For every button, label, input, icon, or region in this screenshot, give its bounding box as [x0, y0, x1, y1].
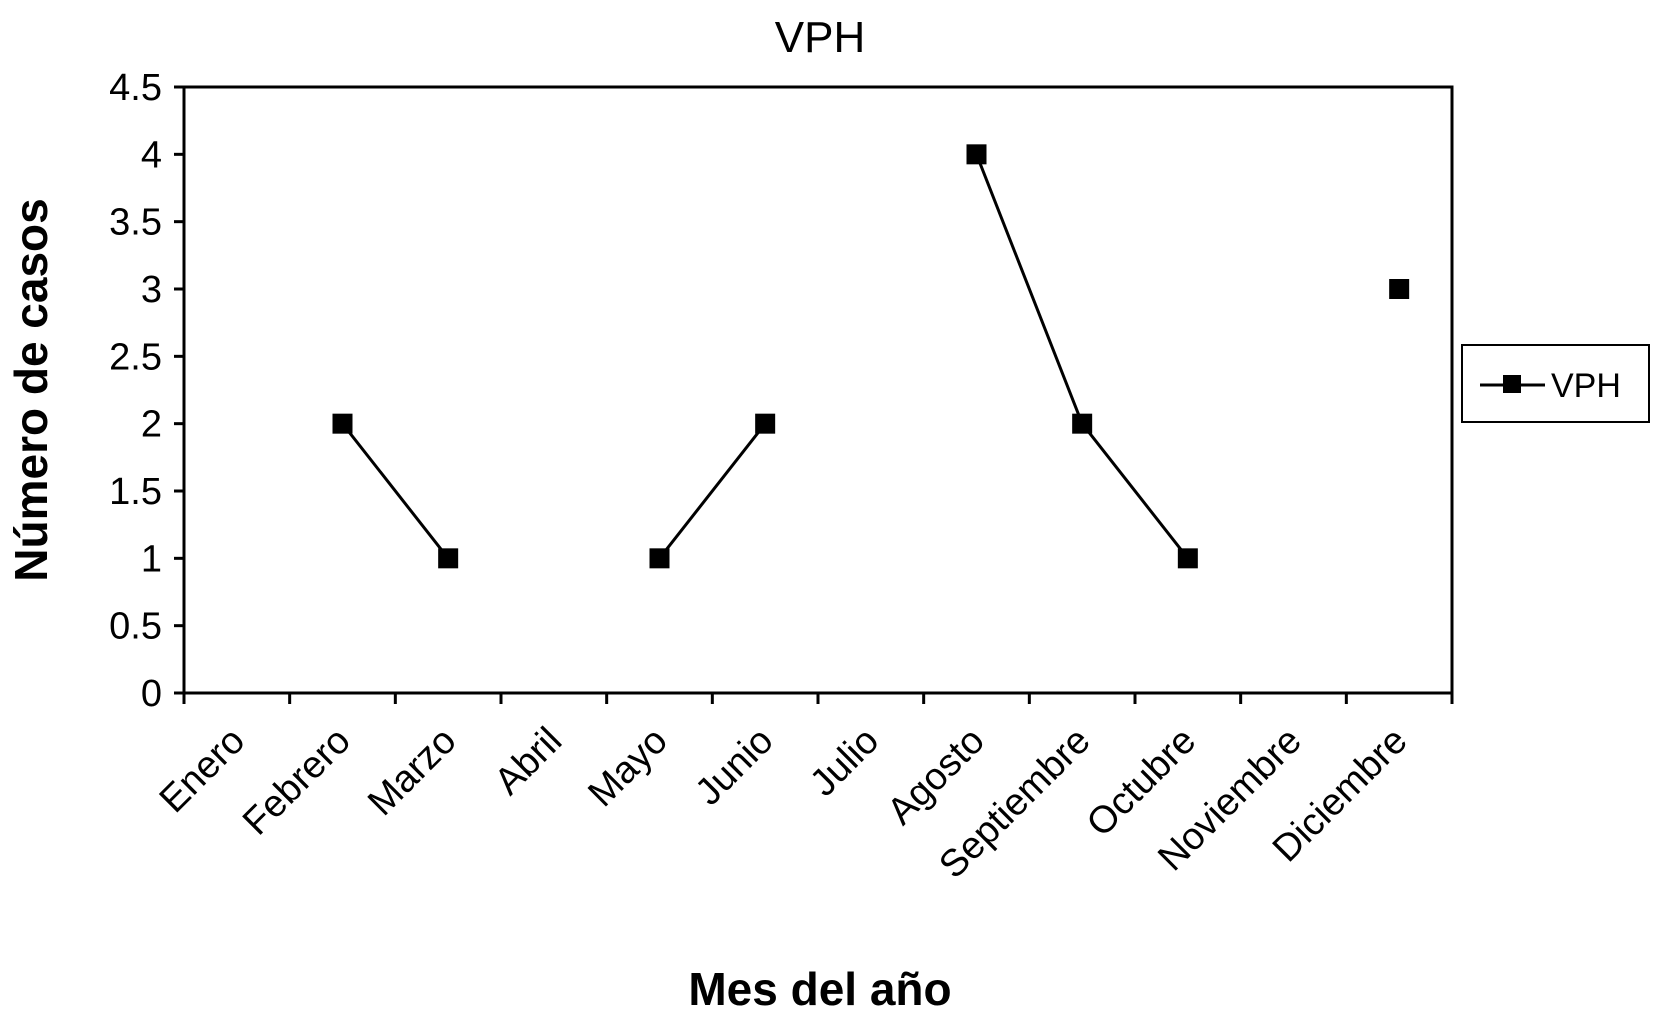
data-point-marzo — [438, 548, 459, 569]
y-tick-label: 0 — [141, 673, 162, 715]
y-tick-label: 0.5 — [109, 606, 162, 648]
x-axis-title: Mes del año — [688, 963, 951, 1015]
y-tick-label: 3 — [141, 269, 162, 311]
x-tick-label: Mayo — [580, 720, 675, 815]
series-line-segment — [658, 422, 767, 560]
x-tick-label: Marzo — [360, 720, 464, 824]
y-tick-label: 2.5 — [109, 336, 162, 378]
x-tick-label: Julio — [802, 720, 887, 805]
series-line-segment — [1080, 422, 1190, 560]
data-point-junio — [755, 413, 776, 434]
data-point-septiembre — [1072, 413, 1093, 434]
chart-title: VPH — [775, 13, 865, 62]
plot-area — [182, 85, 1454, 695]
data-point-octubre — [1177, 548, 1198, 569]
x-tick-label: Junio — [688, 720, 782, 814]
series-line-segment — [341, 422, 450, 560]
y-tick-label: 4.5 — [109, 67, 162, 109]
legend-marker — [1503, 375, 1521, 393]
series-layer — [332, 144, 1410, 569]
legend-label: VPH — [1551, 367, 1621, 405]
data-point-diciembre — [1389, 279, 1410, 299]
series-line-segment — [975, 153, 1084, 425]
y-tick-label: 3.5 — [109, 202, 162, 244]
y-tick-label: 1 — [141, 538, 162, 580]
x-tick-label: Enero — [152, 720, 253, 821]
y-tick-label: 1.5 — [109, 471, 162, 513]
x-tick-label: Febrero — [235, 720, 359, 844]
data-point-mayo — [649, 548, 670, 569]
y-axis: 0 0.5 1 1.5 2 2.5 3 3.5 4 4.5 — [109, 67, 184, 715]
data-point-agosto — [966, 144, 987, 165]
y-tick-label: 2 — [141, 404, 162, 446]
legend: VPH — [1461, 344, 1650, 423]
data-point-febrero — [332, 413, 353, 434]
y-tick-label: 4 — [141, 134, 162, 176]
x-tick-label: Abril — [487, 720, 570, 803]
y-axis-title: Número de casos — [5, 198, 57, 581]
